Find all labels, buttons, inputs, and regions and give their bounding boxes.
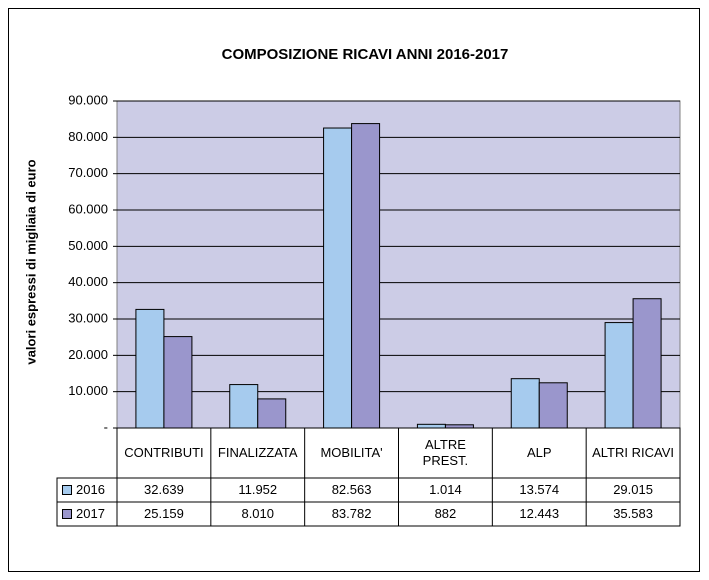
legend-entry: 2016 — [57, 478, 117, 502]
bar — [163, 336, 193, 429]
table-value: 13.574 — [519, 482, 560, 497]
category-label: MOBILITA' — [320, 445, 383, 460]
bar — [135, 308, 165, 429]
table-value: 11.952 — [238, 482, 278, 497]
y-axis-label: valori espressi di migliaia di euro — [23, 159, 38, 364]
y-tick-label: 60.000 — [68, 201, 108, 216]
legend-label: 2016 — [76, 482, 105, 497]
table-value: 1.014 — [429, 482, 462, 497]
y-tick-label: 70.000 — [68, 165, 108, 180]
y-tick-label: 80.000 — [68, 129, 108, 144]
table-value: 12.443 — [519, 506, 560, 521]
plot-area — [116, 100, 681, 429]
legend-entry: 2017 — [57, 502, 117, 526]
y-tick-label: 20.000 — [68, 347, 108, 362]
category-label: ALTRE PREST. — [422, 437, 469, 468]
bar — [538, 382, 568, 429]
category-label: FINALIZZATA — [217, 445, 298, 460]
y-tick-label: 10.000 — [68, 383, 108, 398]
y-tick-label: 90.000 — [68, 92, 108, 107]
category-label: CONTRIBUTI — [124, 445, 204, 460]
bar — [351, 123, 381, 429]
y-tick-label: 40.000 — [68, 274, 108, 289]
table-value: 32.639 — [144, 482, 184, 497]
y-tick-label: 30.000 — [68, 310, 108, 325]
bar — [323, 127, 353, 429]
table-value: 29.015 — [613, 482, 653, 497]
bar — [229, 384, 259, 429]
table-value: 83.782 — [331, 506, 372, 521]
chart-title: COMPOSIZIONE RICAVI ANNI 2016-2017 — [222, 46, 509, 63]
table-value: 25.159 — [144, 506, 184, 521]
legend-key — [62, 509, 72, 519]
legend-key — [62, 485, 72, 495]
y-tick-label: - — [104, 419, 108, 434]
bar — [257, 398, 287, 429]
category-label: ALP — [526, 445, 552, 460]
table-value: 82.563 — [331, 482, 372, 497]
table-value: 35.583 — [613, 506, 653, 521]
bar — [510, 378, 540, 429]
bar — [632, 298, 662, 429]
bar — [604, 322, 634, 429]
y-tick-label: 50.000 — [68, 238, 108, 253]
table-value: 882 — [434, 506, 457, 521]
table-value: 8.010 — [241, 506, 275, 521]
category-label: ALTRI RICAVI — [592, 445, 674, 460]
legend-label: 2017 — [76, 506, 105, 521]
